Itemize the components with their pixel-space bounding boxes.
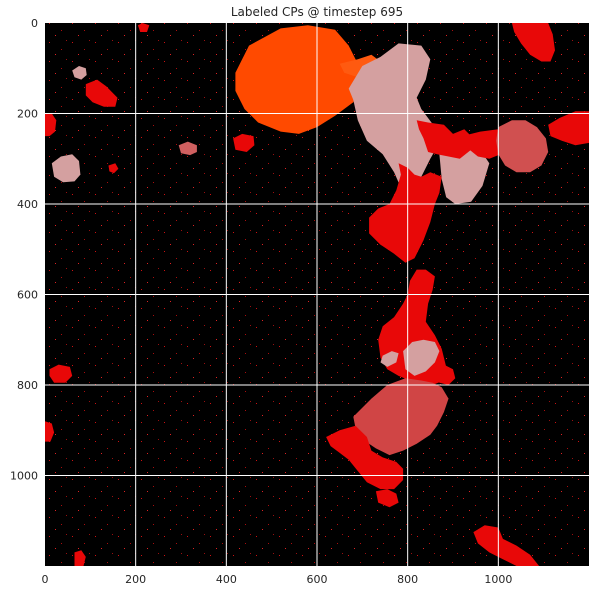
x-tick-label: 0 (42, 573, 49, 586)
cp-region-red-cp-right-edge (548, 111, 589, 146)
cp-region-red-cp-upper-mid (416, 120, 474, 159)
cp-region-red-cp-bottom-left (74, 550, 86, 566)
cp-region-salmon-cp-circle (496, 120, 549, 173)
cp-region-red-cp-lower-left (326, 425, 404, 490)
y-tick-label: 800 (17, 379, 38, 392)
cp-region-red-cp-left-upper (85, 79, 118, 107)
cp-region-red-cp-bottom-right (473, 525, 540, 566)
plot-area (45, 23, 589, 566)
cp-region-red-cp-top-small (137, 23, 150, 32)
cp-region-large-orange-cp (235, 25, 363, 134)
x-axis-ticks: 0 200 400 600 800 1000 (42, 573, 513, 586)
cp-region-red-cp-stem-upper (369, 163, 442, 263)
cp-region-pink-cp-mid (403, 339, 440, 376)
cp-region-pink-cp-small-left (380, 351, 399, 367)
chart-title: Labeled CPs @ timestep 695 (231, 5, 403, 19)
cp-region-salmon-cp-lower (353, 378, 449, 456)
cp-region-red-cp-small-b (233, 133, 255, 152)
cp-region-red-cp-right-upper (462, 129, 508, 159)
x-tick-label: 600 (307, 573, 328, 586)
cp-region-salmon-cp-small (178, 141, 197, 156)
x-tick-label: 200 (125, 573, 146, 586)
cp-region-red-cp-left-lower-edge (45, 421, 55, 442)
y-tick-label: 400 (17, 198, 38, 211)
y-tick-label: 200 (17, 108, 38, 121)
y-axis-ticks: 0 200 400 600 800 1000 (10, 17, 38, 483)
y-tick-label: 600 (17, 289, 38, 302)
y-tick-label: 0 (31, 17, 38, 30)
cp-region-pink-cp-left-upper (72, 66, 87, 80)
cp-region-pink-cp-central (348, 43, 440, 193)
cp-regions (45, 23, 589, 566)
cp-region-red-cp-left-edge (45, 113, 57, 137)
cp-region-red-cp-right-lower (434, 364, 456, 385)
cp-region-red-cp-lower-small (375, 489, 399, 508)
cp-region-red-cp-top-right (511, 23, 555, 62)
cp-region-red-cp-small-a (108, 163, 119, 174)
x-tick-label: 1000 (484, 573, 512, 586)
x-tick-label: 400 (216, 573, 237, 586)
grid-lines (45, 23, 589, 566)
cp-region-pink-cp-left-mid (51, 154, 81, 183)
x-tick-label: 800 (397, 573, 418, 586)
y-tick-label: 1000 (10, 470, 38, 483)
cp-region-red-cp-left-bottom-ish (49, 364, 73, 383)
